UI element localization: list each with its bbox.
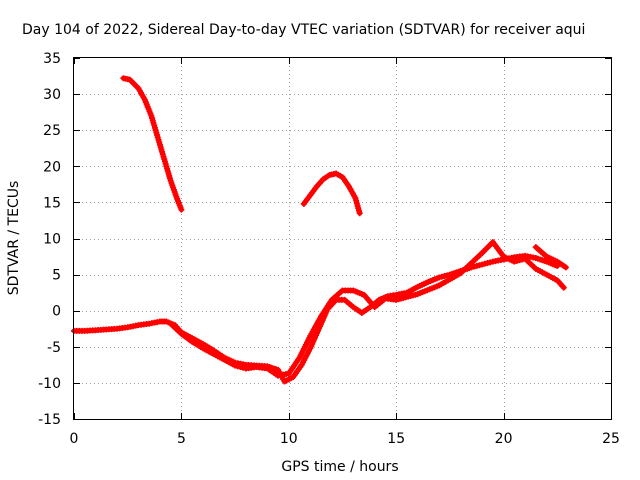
chart-title: Day 104 of 2022, Sidereal Day-to-day VTE…	[22, 22, 585, 38]
grid-layer	[74, 58, 611, 419]
x-tick-label: 25	[602, 431, 620, 447]
y-tick-label: 15	[43, 195, 61, 211]
y-tick-label: 35	[43, 51, 61, 67]
tick-labels-layer: 0 5 10 15 20 25 -15 -10 -5 0 5 10 15 20 25 30 35	[38, 51, 620, 447]
data-point	[356, 210, 363, 217]
series-tail-late	[532, 244, 569, 271]
series-baseline-spread	[167, 239, 567, 379]
data-point	[560, 284, 567, 291]
x-tick-label: 10	[280, 431, 298, 447]
series-baseline-main	[71, 252, 561, 385]
data-point	[562, 264, 569, 271]
ticks-layer	[74, 58, 612, 420]
x-tick-label: 20	[495, 431, 513, 447]
data-layer	[71, 75, 569, 385]
x-tick-label: 15	[387, 431, 405, 447]
plot-frame	[73, 57, 612, 420]
y-axis-label: SDTVAR / TECUs	[6, 181, 22, 296]
series-arc-midday	[300, 170, 363, 217]
y-tick-label: -10	[38, 376, 61, 392]
data-point	[178, 206, 185, 213]
x-tick-label: 0	[70, 431, 79, 447]
series-arc-early	[120, 75, 185, 213]
y-tick-label: 25	[43, 123, 61, 139]
y-tick-label: 10	[43, 232, 61, 248]
y-tick-label: -15	[38, 412, 61, 428]
series-line	[71, 253, 560, 384]
y-tick-label: 20	[43, 159, 61, 175]
y-tick-label: 30	[43, 87, 61, 103]
y-tick-label: 5	[52, 268, 61, 284]
y-tick-label: -5	[47, 340, 61, 356]
y-tick-label: 0	[52, 304, 61, 320]
x-tick-label: 5	[177, 431, 186, 447]
x-axis-label: GPS time / hours	[281, 459, 398, 475]
